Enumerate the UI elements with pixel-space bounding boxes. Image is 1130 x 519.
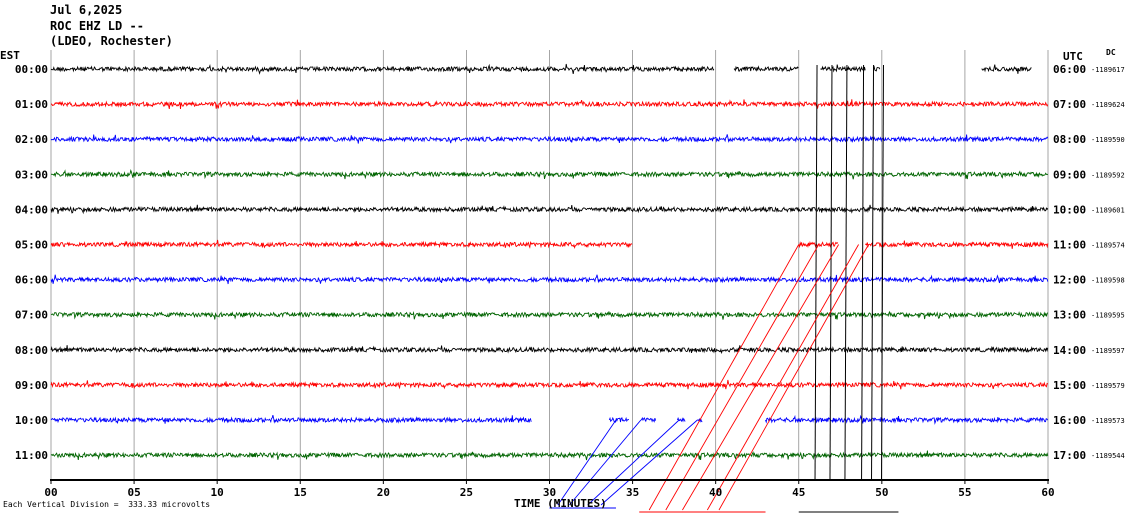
x-tick-label-15: 15 [294,486,307,499]
x-tick-label-35: 35 [626,486,639,499]
red-gap-line-4 [718,244,869,511]
trace-row-1000-seg-2 [640,416,657,423]
est-label-0300: 03:00 [15,168,48,181]
utc-label-1300: 13:00 [1053,309,1086,322]
utc-label-1600: 16:00 [1053,414,1086,427]
x-tick-label-45: 45 [792,486,805,499]
dc-value-0200: -1189590 [1091,136,1125,144]
est-label-1100: 11:00 [15,449,48,462]
blue-gap-line-3 [600,419,698,506]
trace-row-0000-seg-3 [873,65,881,72]
left-timezone-label: EST [0,49,20,62]
blue-gap-line-2 [587,419,680,506]
trace-row-0300-seg-0 [50,169,1049,180]
est-label-0500: 05:00 [15,239,48,252]
utc-label-1200: 12:00 [1053,274,1086,287]
utc-label-0900: 09:00 [1053,168,1086,181]
utc-label-1000: 10:00 [1053,203,1086,216]
network-name: (LDEO, Rochester) [50,34,173,48]
clip-line-1 [829,64,833,481]
dc-value-0700: -1189595 [1091,312,1125,320]
utc-label-0700: 07:00 [1053,98,1086,111]
x-tick-label-00: 00 [44,486,57,499]
clip-line-3 [861,64,865,481]
trace-row-0000-seg-2 [820,64,866,73]
row-labels: 00:00 06:00 -1189617 01:00 07:00 -1189624 02:0… [15,63,1125,462]
x-axis-title: TIME (MINUTES) [514,497,607,510]
est-label-1000: 10:00 [15,414,48,427]
x-tick-label-40: 40 [709,486,722,499]
est-label-0600: 06:00 [15,274,48,287]
dc-value-0500: -1189574 [1091,242,1125,250]
dc-value-0300: -1189592 [1091,171,1125,179]
grid-lines [50,50,1049,480]
trace-row-1000-seg-3 [676,416,686,423]
est-label-0400: 04:00 [15,203,48,216]
station-code: ROC EHZ LD -- [50,19,144,33]
trace-row-0000-seg-4 [981,64,1032,74]
red-gap-line-1 [665,244,820,511]
seismic-traces [50,63,1049,513]
dc-value-0100: -1189624 [1091,101,1125,109]
x-tick-label-10: 10 [211,486,224,499]
trace-row-0000-seg-1 [733,65,799,73]
dc-value-0600: -1189598 [1091,277,1125,285]
utc-label-1400: 14:00 [1053,344,1086,357]
x-tick-label-50: 50 [875,486,888,499]
trace-row-1000-seg-1 [608,416,630,423]
x-tick-label-20: 20 [377,486,390,499]
clip-line-5 [880,64,884,481]
est-label-0700: 07:00 [15,309,48,322]
record-date: Jul 6,2025 [50,3,123,17]
x-axis: 00 05 10 15 20 25 30 35 40 45 50 55 60 [44,479,1055,499]
dc-value-0800: -1189597 [1091,347,1125,355]
est-label-0100: 01:00 [15,98,48,111]
dc-value-0000: -1189617 [1091,66,1125,74]
utc-label-0600: 06:00 [1053,63,1086,76]
trace-row-0500-seg-0 [50,239,633,249]
utc-label-1100: 11:00 [1053,239,1086,252]
est-label-0000: 00:00 [15,63,48,76]
est-label-0900: 09:00 [15,379,48,392]
red-gap-line-2 [682,244,840,511]
clip-line-0 [814,64,818,481]
x-tick-label-25: 25 [460,486,473,499]
dc-value-1100: -1189544 [1091,452,1125,460]
x-tick-label-30: 30 [543,486,556,499]
x-tick-label-55: 55 [958,486,971,499]
x-tick-label-05: 05 [127,486,140,499]
trace-row-1000-seg-0 [50,414,532,424]
utc-label-1500: 15:00 [1053,379,1086,392]
red-gap-line-0 [648,244,800,511]
utc-label-1700: 17:00 [1053,449,1086,462]
trace-row-0100-seg-0 [51,99,1049,109]
red-gap-line-3 [706,244,859,511]
blue-gap-line-1 [569,419,642,506]
trace-row-1000-seg-5 [765,414,1048,425]
trace-row-0000-seg-0 [50,63,715,75]
dc-value-0900: -1189579 [1091,382,1125,390]
trace-row-0600-seg-0 [50,274,1049,285]
x-tick-label-60: 60 [1041,486,1054,499]
trace-row-0500-seg-2 [864,240,1049,249]
est-label-0800: 08:00 [15,344,48,357]
trace-row-0700-seg-0 [50,310,1049,320]
vertical-division-note: Each Vertical Division = 333.33 microvol… [3,500,211,509]
trace-row-0400-seg-0 [50,204,1049,215]
trace-row-0200-seg-0 [50,134,1049,144]
utc-label-0800: 08:00 [1053,133,1086,146]
dc-value-1000: -1189573 [1091,417,1125,425]
blue-gap-line-0 [557,419,617,506]
est-label-0200: 02:00 [15,133,48,146]
dc-label: DC [1106,48,1116,57]
clip-line-2 [844,64,848,481]
clip-line-4 [871,64,875,481]
right-timezone-label: UTC [1063,50,1083,63]
dc-value-0400: -1189601 [1091,206,1125,214]
